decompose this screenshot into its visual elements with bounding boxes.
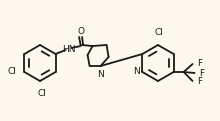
Text: Cl: Cl [155,28,163,37]
Text: Cl: Cl [7,68,16,76]
Text: F: F [198,76,203,86]
Text: Cl: Cl [38,89,46,98]
Text: N: N [133,68,139,76]
Text: F: F [198,60,203,68]
Text: O: O [77,27,84,37]
Text: HN: HN [62,45,75,53]
Text: N: N [97,70,104,79]
Text: F: F [200,68,205,77]
